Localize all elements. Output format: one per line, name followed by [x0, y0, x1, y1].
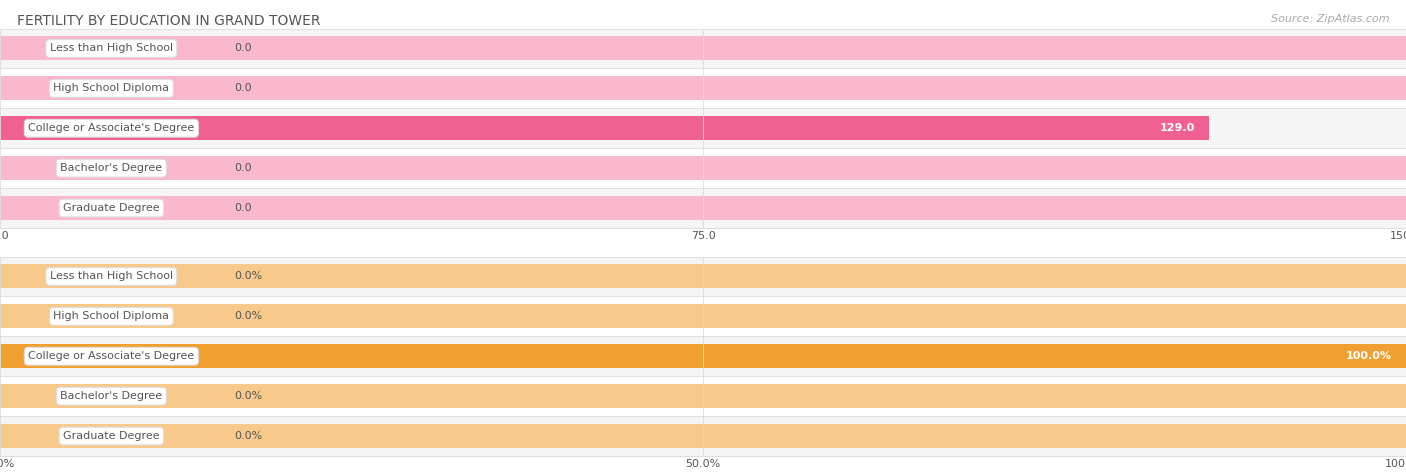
Text: Graduate Degree: Graduate Degree: [63, 431, 160, 441]
Text: Bachelor's Degree: Bachelor's Degree: [60, 163, 163, 173]
Text: High School Diploma: High School Diploma: [53, 311, 169, 322]
Bar: [0, 76, 1406, 100]
Text: 100.0%: 100.0%: [1346, 351, 1392, 361]
Bar: [0, 336, 1406, 376]
Bar: [0, 344, 1406, 368]
Text: 0.0%: 0.0%: [233, 431, 262, 441]
Text: 0.0: 0.0: [233, 163, 252, 173]
Bar: [0, 188, 1406, 228]
Text: College or Associate's Degree: College or Associate's Degree: [28, 351, 194, 361]
Text: 0.0%: 0.0%: [233, 311, 262, 322]
Bar: [0, 424, 1406, 448]
Bar: [0, 28, 1406, 68]
Text: High School Diploma: High School Diploma: [53, 83, 169, 94]
Bar: [0, 116, 1209, 140]
Bar: [0, 256, 1406, 296]
Bar: [0, 416, 1406, 456]
Bar: [0, 265, 1406, 288]
Bar: [0, 304, 1406, 328]
Bar: [0, 68, 1406, 108]
Bar: [0, 37, 1406, 60]
Text: FERTILITY BY EDUCATION IN GRAND TOWER: FERTILITY BY EDUCATION IN GRAND TOWER: [17, 14, 321, 28]
Text: 0.0%: 0.0%: [233, 391, 262, 401]
Text: Source: ZipAtlas.com: Source: ZipAtlas.com: [1271, 14, 1389, 24]
Text: 0.0: 0.0: [233, 43, 252, 54]
Text: 0.0: 0.0: [233, 203, 252, 213]
Text: 0.0: 0.0: [233, 83, 252, 94]
Text: College or Associate's Degree: College or Associate's Degree: [28, 123, 194, 133]
Bar: [0, 108, 1406, 148]
Text: Less than High School: Less than High School: [49, 43, 173, 54]
Text: Graduate Degree: Graduate Degree: [63, 203, 160, 213]
Bar: [0, 196, 1406, 220]
Bar: [0, 376, 1406, 416]
Text: 0.0%: 0.0%: [233, 271, 262, 282]
Text: Bachelor's Degree: Bachelor's Degree: [60, 391, 163, 401]
Text: Less than High School: Less than High School: [49, 271, 173, 282]
Bar: [0, 148, 1406, 188]
Bar: [0, 156, 1406, 180]
Bar: [0, 384, 1406, 408]
Text: 129.0: 129.0: [1160, 123, 1195, 133]
Bar: [0, 296, 1406, 336]
